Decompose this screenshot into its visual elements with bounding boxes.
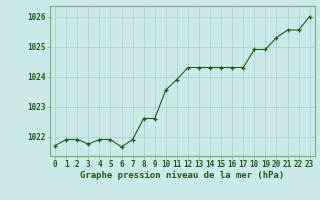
X-axis label: Graphe pression niveau de la mer (hPa): Graphe pression niveau de la mer (hPa) (80, 171, 284, 180)
